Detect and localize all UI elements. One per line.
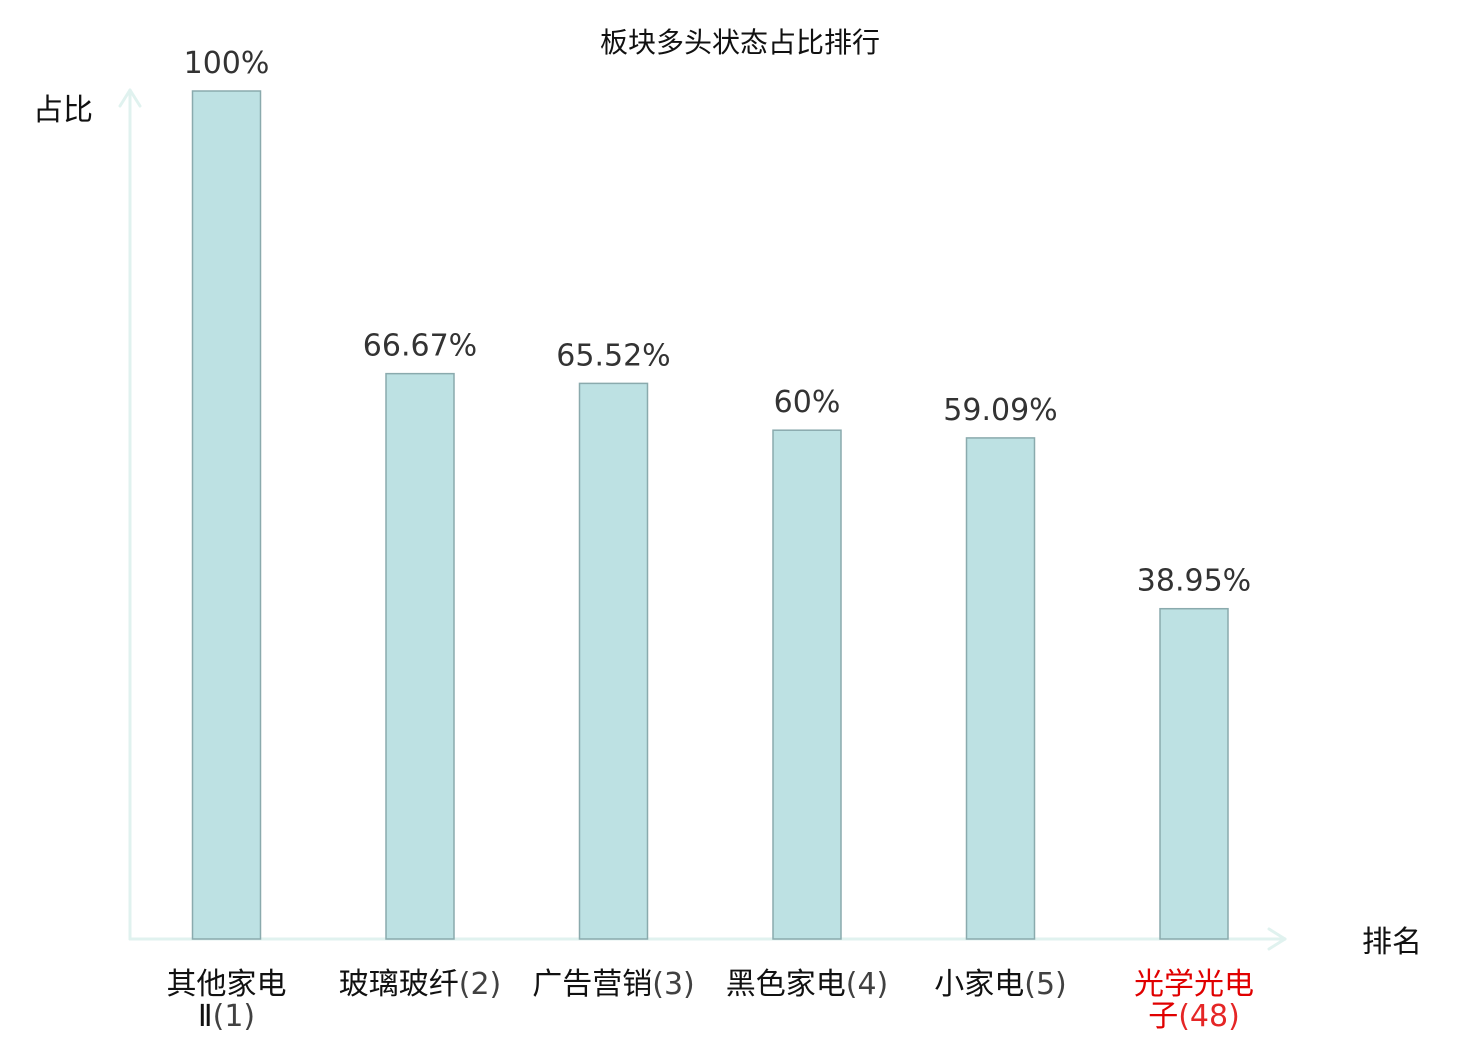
value-label: 65.52% — [556, 338, 670, 373]
category-label: 子(48) — [1148, 999, 1240, 1034]
rank-label: (5) — [1024, 967, 1067, 1002]
value-label: 60% — [774, 385, 841, 420]
rank-label: (48) — [1178, 999, 1240, 1034]
value-label: 59.09% — [943, 393, 1057, 428]
rank-label: (4) — [846, 967, 889, 1002]
value-label: 38.95% — [1137, 564, 1251, 599]
category-label: 其他家电 — [167, 967, 287, 1002]
category-label: 小家电(5) — [934, 967, 1067, 1002]
category-label: 广告营销(3) — [532, 967, 695, 1002]
y-axis-label: 占比 — [33, 93, 93, 128]
x-axis-arrow — [1267, 927, 1287, 951]
chart-title: 板块多头状态占比排行 — [600, 26, 880, 59]
bar — [965, 437, 1036, 940]
value-label: 66.67% — [363, 329, 477, 364]
category-label: 黑色家电(4) — [726, 967, 889, 1002]
axes — [118, 88, 1287, 951]
rank-label: (2) — [459, 967, 502, 1002]
category-label: 光学光电 — [1134, 967, 1254, 1002]
value-label: 100% — [184, 46, 270, 81]
bar — [1159, 607, 1229, 940]
bar — [191, 90, 262, 940]
category-label: 玻璃玻纤(2) — [339, 967, 502, 1002]
category-label: Ⅱ(1) — [198, 999, 255, 1034]
rank-label: (1) — [213, 999, 256, 1034]
bars-group — [191, 90, 1229, 940]
bar — [385, 372, 455, 940]
bar — [772, 429, 842, 940]
bar — [578, 382, 649, 940]
value-labels-group: 100% 66.67% 65.52% 60% 59.09% 38.95% — [184, 46, 1252, 599]
rank-label: (3) — [652, 967, 695, 1002]
x-axis-label: 排名 — [1362, 925, 1422, 960]
y-axis-arrow — [118, 88, 142, 108]
